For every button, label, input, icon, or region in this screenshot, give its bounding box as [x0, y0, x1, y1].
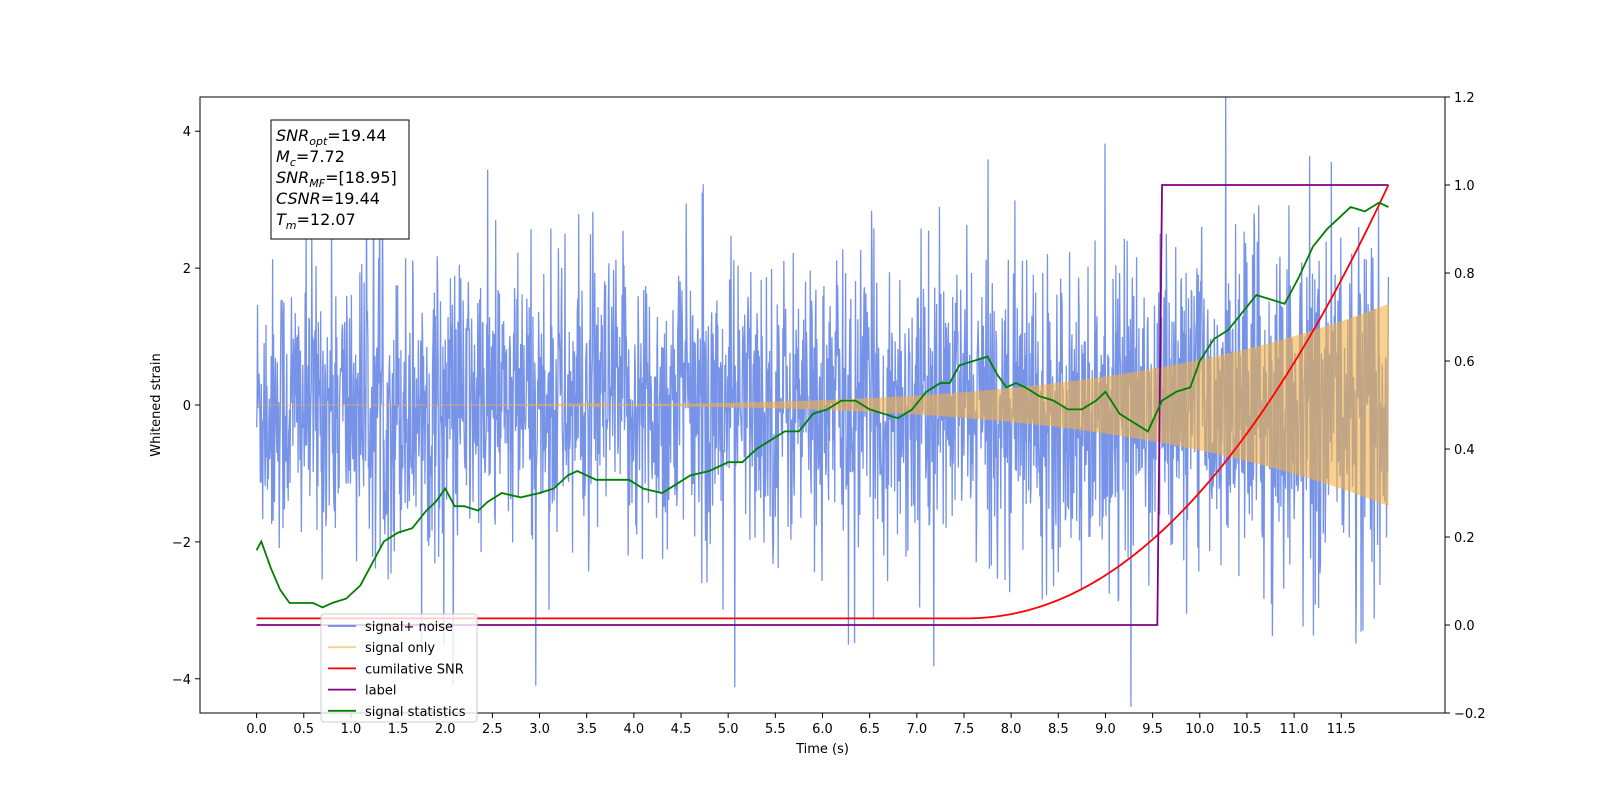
x-tick-label: 0.5: [293, 722, 314, 737]
info-line: SNRMF=[18.95]: [276, 168, 397, 190]
x-tick-label: 4.0: [624, 722, 645, 737]
x-tick-label: 1.0: [341, 722, 362, 737]
y-axis-title: Whitened strain: [149, 353, 164, 456]
info-line: SNRopt=19.44: [276, 126, 387, 148]
y-left-tick-label: 0: [183, 399, 191, 414]
y-right-tick-label: 1.2: [1454, 91, 1475, 106]
y-right-tick-label: 0.0: [1454, 619, 1475, 634]
x-tick-label: 10.0: [1185, 722, 1214, 737]
x-tick-label: 6.0: [812, 722, 833, 737]
x-tick-label: 2.0: [435, 722, 456, 737]
info-line: Mc=7.72: [276, 147, 345, 169]
info-line: Tm=12.07: [276, 210, 356, 232]
legend-frame: [320, 613, 478, 723]
axes: 0.0 0.5 1.0 1.5 2.0 2.5 3.0 3.5 4.0 4.5 5.0 5.5 6.0 6…: [149, 91, 1486, 757]
y-left-tick-label: −2: [172, 536, 191, 551]
x-axis-title: Time (s): [795, 742, 849, 757]
x-tick-label: 4.5: [671, 722, 692, 737]
x-tick-label: 8.5: [1048, 722, 1069, 737]
legend-label: signal+ noise: [365, 620, 453, 635]
x-tick-label: 11.0: [1280, 722, 1309, 737]
info-box: SNRopt=19.44Mc=7.72SNRMF=[18.95]CSNR=19.…: [270, 119, 410, 240]
legend-label: label: [365, 684, 396, 699]
y-right-tick-label: 0.4: [1454, 443, 1475, 458]
x-tick-label: 7.5: [954, 722, 975, 737]
x-tick-label: 8.0: [1001, 722, 1022, 737]
x-tick-label: 6.5: [859, 722, 880, 737]
legend: signal+ noise signal only cumilative SNR la…: [320, 613, 478, 723]
y-left-tick-label: 4: [183, 125, 191, 140]
y-right-tick-label: 1.0: [1454, 179, 1475, 194]
x-tick-label: 5.5: [765, 722, 786, 737]
y-left-tick-label: 2: [183, 262, 191, 277]
x-tick-label: 10.5: [1232, 722, 1261, 737]
x-tick-label: 5.0: [718, 722, 739, 737]
legend-label: cumilative SNR: [365, 662, 464, 677]
x-tick-label: 3.0: [529, 722, 550, 737]
y-left-tick-label: −4: [172, 673, 191, 688]
y-right-tick-label: 0.6: [1454, 355, 1475, 370]
legend-label: signal only: [365, 641, 435, 656]
legend-label: signal statistics: [365, 705, 466, 720]
x-tick-label: 2.5: [482, 722, 503, 737]
info-line: CSNR=19.44: [276, 189, 380, 208]
y-right-tick-label: 0.2: [1454, 531, 1475, 546]
y-right-tick-label: 0.8: [1454, 267, 1475, 282]
info-box-frame: [270, 119, 410, 240]
x-tick-label: 7.0: [906, 722, 927, 737]
y-right-tick-label: −0.2: [1454, 707, 1486, 722]
x-tick-label: 11.5: [1327, 722, 1356, 737]
x-tick-label: 0.0: [246, 722, 267, 737]
x-tick-label: 3.5: [576, 722, 597, 737]
x-tick-label: 1.5: [388, 722, 409, 737]
x-tick-label: 9.5: [1142, 722, 1163, 737]
x-tick-label: 9.0: [1095, 722, 1116, 737]
